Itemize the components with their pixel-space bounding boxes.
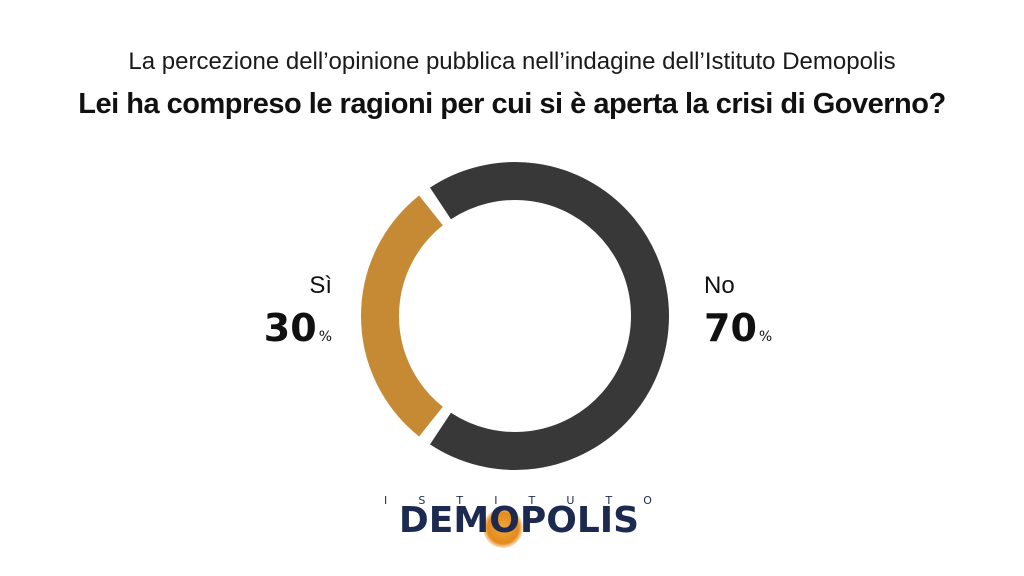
logo-letter: T: [456, 494, 464, 507]
chart-title: Lei ha compreso le ragioni per cui si è …: [78, 88, 946, 120]
logo-letter: T: [605, 494, 613, 507]
chart-subtitle: La percezione dell’opinione pubblica nel…: [128, 48, 896, 75]
donut-slice-si: [361, 195, 444, 437]
logo-letter: I: [384, 494, 388, 507]
logo-letter: U: [566, 494, 575, 507]
value-number: 30: [264, 306, 317, 350]
label-si: Sì: [309, 272, 332, 299]
logo-word-start: DEM: [398, 500, 490, 541]
value-number: 70: [704, 306, 757, 350]
value-no: 70%: [704, 306, 772, 350]
logo-letter: I: [494, 494, 498, 507]
value-unit: %: [319, 329, 332, 345]
logo-istituto: I S T I T U T O: [384, 494, 652, 507]
logo-word-end: POLIS: [519, 500, 640, 541]
logo-letter: S: [418, 494, 426, 507]
label-no: No: [704, 272, 735, 299]
logo-letter: T: [528, 494, 536, 507]
value-si: 30%: [264, 306, 332, 350]
logo-letter: O: [643, 494, 652, 507]
logo-word-o: O: [483, 500, 523, 548]
donut-slice-no: [430, 162, 669, 470]
value-unit: %: [759, 329, 772, 345]
logo-demopolis: DEMOPOLIS: [384, 500, 654, 548]
